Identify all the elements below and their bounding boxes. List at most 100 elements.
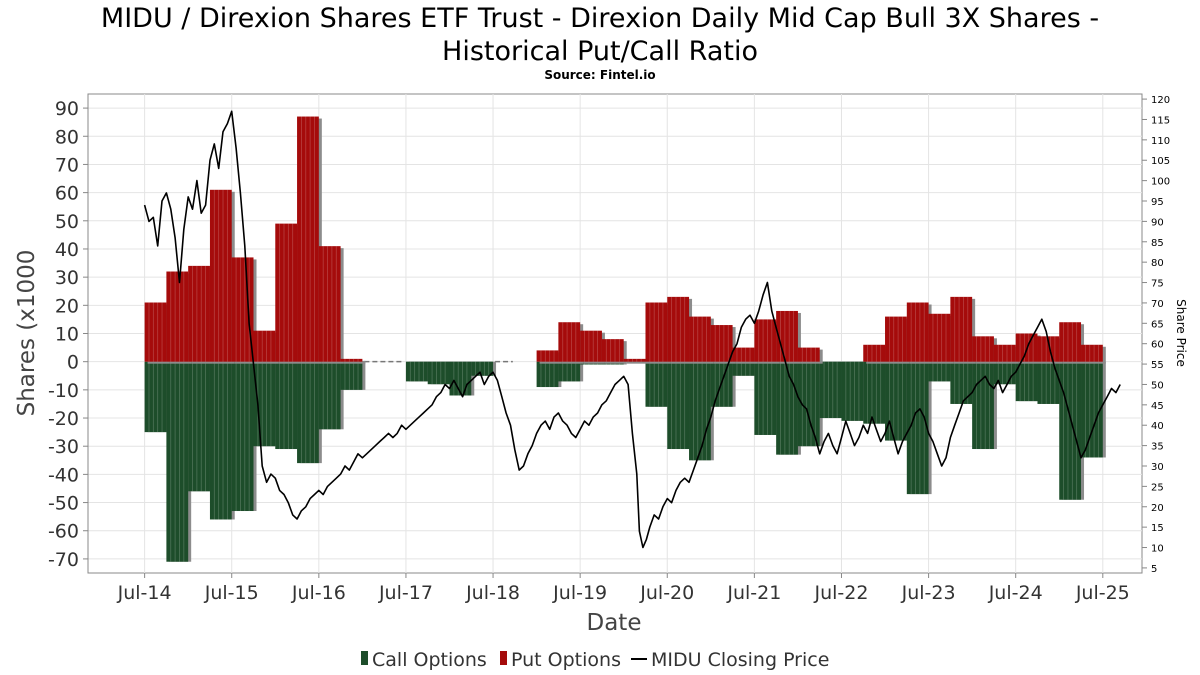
- call-bar: [645, 361, 668, 407]
- x-tick-label: Jul-19: [552, 582, 607, 604]
- legend: Call Options Put Options MIDU Closing Pr…: [361, 649, 829, 671]
- bars: [144, 116, 1106, 562]
- y2-tick-label: 70: [1151, 299, 1164, 310]
- y-tick-label: -40: [48, 464, 79, 486]
- call-bar: [449, 361, 472, 396]
- call-bar: [689, 361, 711, 461]
- put-bar: [623, 358, 646, 362]
- call-bar: [950, 361, 973, 404]
- x-tick-label: Jul-14: [117, 582, 172, 604]
- y-axis-label: Shares (x1000: [14, 250, 40, 417]
- put-bar: [950, 296, 973, 362]
- put-bar: [928, 313, 951, 362]
- y-tick-label: 90: [55, 98, 79, 120]
- y2-tick-label: 100: [1151, 177, 1170, 188]
- y-tick-label: 20: [55, 295, 79, 317]
- call-bar: [667, 361, 690, 450]
- chart-subtitle: Source: Fintel.io: [544, 68, 655, 82]
- x-tick-label: Jul-16: [291, 582, 346, 604]
- legend-price-label: MIDU Closing Price: [651, 649, 829, 671]
- y2-tick-label: 115: [1151, 115, 1170, 126]
- call-bar: [841, 361, 864, 421]
- call-bar: [906, 361, 929, 495]
- call-bar: [188, 361, 210, 492]
- legend-swatch-call: [361, 651, 368, 665]
- y-tick-label: 10: [55, 324, 79, 346]
- x-axis: Jul-14 Jul-15 Jul-16 Jul-17 Jul-18 Jul-19 Jul-…: [117, 573, 1130, 604]
- put-bar: [732, 347, 755, 362]
- put-bar: [885, 316, 907, 362]
- y-tick-label: -50: [48, 493, 79, 515]
- legend-swatch-put: [500, 651, 507, 665]
- x-axis-label: Date: [587, 610, 642, 636]
- y-tick-label: 50: [55, 211, 79, 233]
- y-tick-label: -20: [48, 408, 79, 430]
- call-bar: [1059, 361, 1082, 500]
- call-bar: [1037, 361, 1060, 404]
- call-bar: [732, 361, 755, 376]
- y-tick-label: 30: [55, 267, 79, 289]
- y-tick-label: 40: [55, 239, 79, 261]
- call-bar: [405, 361, 428, 382]
- price-polyline: [143, 110, 1121, 549]
- put-bar: [536, 350, 559, 362]
- y2-tick-label: 10: [1151, 544, 1164, 555]
- put-bar: [754, 319, 777, 362]
- put-bar: [972, 336, 994, 362]
- call-bar: [209, 361, 232, 520]
- y2-tick-label: 75: [1151, 279, 1164, 290]
- call-bar: [318, 361, 341, 430]
- put-bar: [710, 325, 733, 362]
- x-tick-label: Jul-25: [1075, 582, 1130, 604]
- put-bar: [776, 310, 798, 362]
- call-bar: [275, 361, 298, 450]
- y2-tick-label: 85: [1151, 238, 1164, 249]
- y2-tick-label: 50: [1151, 380, 1164, 391]
- bar-shadow: [343, 360, 366, 364]
- x-tick-label: Jul-22: [813, 582, 868, 604]
- y2-tick-label: 95: [1151, 197, 1164, 208]
- y-tick-label: -70: [48, 549, 79, 571]
- put-bar: [993, 344, 1016, 362]
- call-bar: [471, 361, 494, 376]
- y-tick-label: 60: [55, 183, 79, 205]
- put-bar: [188, 265, 210, 362]
- call-bar: [253, 361, 276, 447]
- y2-tick-label: 5: [1151, 564, 1157, 575]
- call-bar: [885, 361, 907, 441]
- price-line: [143, 110, 1121, 549]
- put-bar: [209, 189, 232, 362]
- y2-axis-label: Share Price: [1174, 299, 1188, 367]
- y2-tick-label: 30: [1151, 462, 1164, 473]
- y2-tick-label: 40: [1151, 421, 1164, 432]
- y2-tick-label: 15: [1151, 523, 1164, 534]
- y-axis-left: 90 80 70 60 50 40 30 20 10 0 -10 -20 -30 -40 -50 -60 -70: [48, 94, 89, 573]
- call-bar: [972, 361, 994, 450]
- y2-tick-label: 35: [1151, 442, 1164, 453]
- y2-tick-label: 55: [1151, 360, 1164, 371]
- call-bar: [776, 361, 798, 455]
- put-bar: [144, 302, 167, 362]
- y2-tick-label: 105: [1151, 156, 1170, 167]
- x-tick-label: Jul-15: [204, 582, 259, 604]
- call-bar: [1081, 361, 1103, 458]
- call-bar: [427, 361, 450, 385]
- put-bar: [797, 347, 820, 362]
- y2-tick-label: 20: [1151, 503, 1164, 514]
- x-tick-label: Jul-23: [901, 582, 956, 604]
- put-bar: [580, 330, 602, 362]
- call-bar: [558, 361, 581, 382]
- put-bar: [166, 271, 189, 362]
- legend-call-label: Call Options: [372, 649, 487, 671]
- y-tick-label: -30: [48, 436, 79, 458]
- put-bar: [340, 358, 363, 362]
- call-bar: [166, 361, 189, 562]
- call-bar: [340, 361, 363, 390]
- put-bar: [667, 296, 690, 362]
- put-bar: [1081, 344, 1103, 362]
- y-axis-right: 1201151101051009590858075706560555045403…: [1142, 95, 1170, 575]
- call-bar: [754, 361, 777, 435]
- y2-tick-label: 80: [1151, 258, 1164, 269]
- x-tick-label: Jul-21: [726, 582, 781, 604]
